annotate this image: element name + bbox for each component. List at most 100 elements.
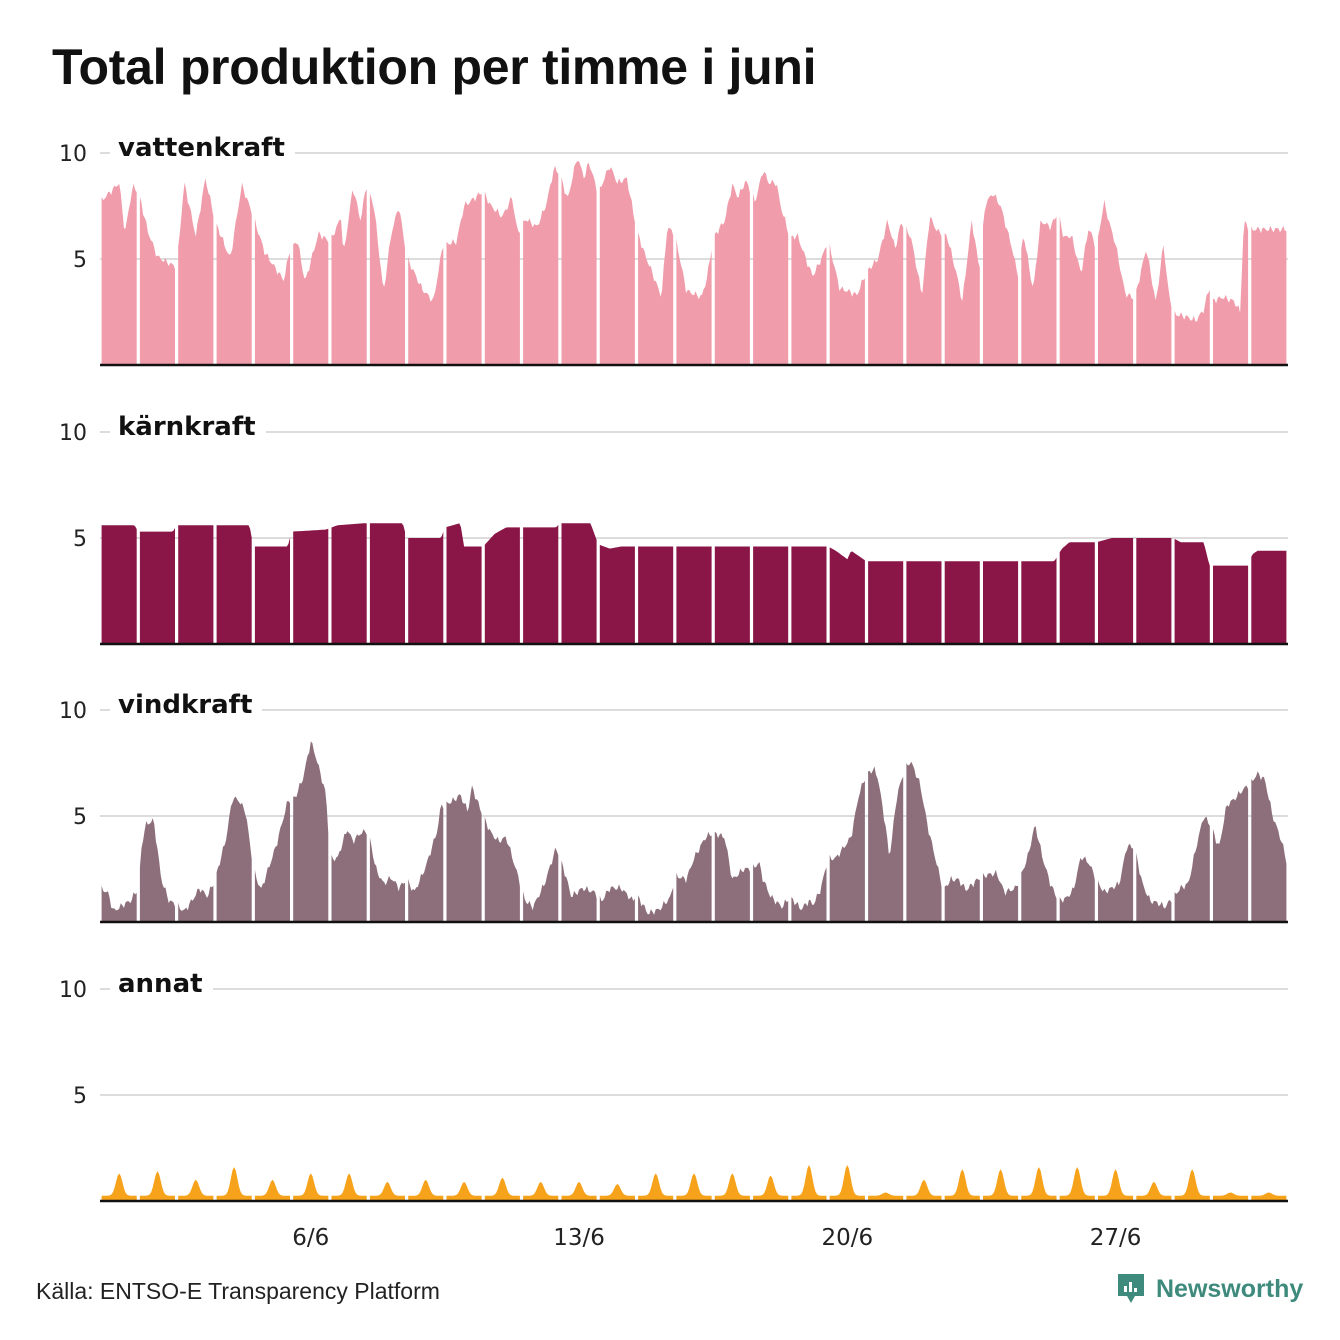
day-area-vattenkraft [369,188,405,365]
x-tick-label: 27/6 [1090,1225,1142,1251]
day-area-vattenkraft [829,240,865,365]
y-tick-label: 10 [59,421,87,446]
day-area-kärnkraft [1021,555,1057,644]
series-vattenkraft [101,161,1287,365]
day-area-vattenkraft [178,178,214,365]
day-area-annat [484,1177,520,1201]
day-area-kärnkraft [1098,538,1134,644]
panel-title: vindkraft [118,690,252,720]
day-area-annat [829,1165,865,1201]
y-tick-label: 5 [73,527,87,552]
day-area-vattenkraft [791,233,827,365]
panel-title-bg [110,969,213,1005]
day-area-vattenkraft [216,182,252,365]
day-area-annat [369,1181,405,1201]
day-area-annat [1251,1192,1287,1201]
day-area-kärnkraft [791,546,827,644]
day-area-vindkraft [983,869,1019,922]
day-area-annat [753,1175,789,1201]
day-area-annat [293,1173,329,1201]
day-area-kärnkraft [369,523,405,644]
day-area-vindkraft [254,797,290,922]
day-area-vattenkraft [139,190,175,365]
day-area-kärnkraft [1213,565,1249,644]
x-tick-label: 6/6 [292,1225,329,1251]
day-area-kärnkraft [1251,550,1287,644]
day-area-kärnkraft [139,525,175,644]
day-area-annat [1059,1167,1095,1201]
day-area-vindkraft [791,859,827,922]
day-area-annat [868,1192,904,1201]
day-area-annat [446,1181,482,1201]
panel-title-bg [110,133,295,169]
day-area-vattenkraft [1098,199,1134,365]
source-note: Källa: ENTSO-E Transparency Platform [36,1278,440,1304]
x-tick-label: 20/6 [821,1225,873,1251]
day-area-vattenkraft [293,231,329,365]
day-area-vindkraft [484,816,520,922]
day-area-annat [1021,1167,1057,1201]
day-area-vindkraft [178,878,214,922]
day-area-vindkraft [1213,783,1249,922]
day-area-annat [906,1179,942,1201]
day-area-kärnkraft [983,561,1019,644]
day-area-vattenkraft [638,227,674,365]
day-area-vindkraft [331,829,367,922]
day-area-annat [1213,1192,1249,1201]
day-area-vattenkraft [254,217,290,365]
day-area-kärnkraft [293,528,329,644]
day-area-vindkraft [1136,848,1172,922]
panel-vattenkraft: 5 10 vattenkraft [59,133,1288,367]
day-area-annat [1098,1169,1134,1201]
day-area-kärnkraft [868,561,904,644]
day-area-annat [216,1167,252,1201]
day-area-vindkraft [1021,826,1057,922]
day-area-vindkraft [561,859,597,922]
y-tick-label: 5 [73,805,87,830]
day-area-kärnkraft [331,523,367,644]
day-area-kärnkraft [638,546,674,644]
day-area-kärnkraft [1136,538,1172,644]
day-area-vattenkraft [714,181,750,365]
panel-vindkraft: 5 10 vindkraft [59,690,1288,924]
day-area-kärnkraft [216,525,252,644]
day-area-vindkraft [944,875,980,922]
brand-logo[interactable]: Newsworthy [1116,1272,1303,1306]
day-area-vattenkraft [523,165,559,365]
day-area-kärnkraft [484,527,520,644]
y-tick-label: 10 [59,142,87,167]
day-area-vattenkraft [983,194,1019,365]
day-area-vattenkraft [944,220,980,365]
day-area-vindkraft [1098,843,1134,922]
day-area-kärnkraft [753,546,789,644]
day-area-vindkraft [293,741,329,922]
day-area-vattenkraft [408,242,444,365]
day-area-vindkraft [1174,816,1210,922]
panel-title-bg [110,690,262,726]
series-vindkraft [101,741,1287,922]
day-area-vattenkraft [906,216,942,365]
day-area-annat [254,1179,290,1201]
day-area-annat [944,1169,980,1201]
day-area-vindkraft [753,862,789,922]
day-area-kärnkraft [446,523,482,644]
brand-name: Newsworthy [1156,1274,1304,1303]
day-area-annat [178,1179,214,1201]
series-kärnkraft [101,523,1287,644]
day-area-vindkraft [868,766,904,922]
day-area-kärnkraft [714,546,750,644]
day-area-vindkraft [676,831,712,922]
day-area-vattenkraft [446,192,482,365]
day-area-vindkraft [139,818,175,922]
x-axis: 6/6 13/6 20/6 27/6 [292,1225,1141,1251]
day-area-kärnkraft [408,527,444,644]
day-area-kärnkraft [1059,542,1095,644]
day-area-kärnkraft [561,523,597,644]
day-area-vindkraft [369,829,405,922]
day-area-vindkraft [216,796,252,922]
day-area-kärnkraft [1174,538,1210,644]
day-area-annat [561,1181,597,1201]
day-area-annat [139,1171,175,1201]
day-area-kärnkraft [599,544,635,644]
